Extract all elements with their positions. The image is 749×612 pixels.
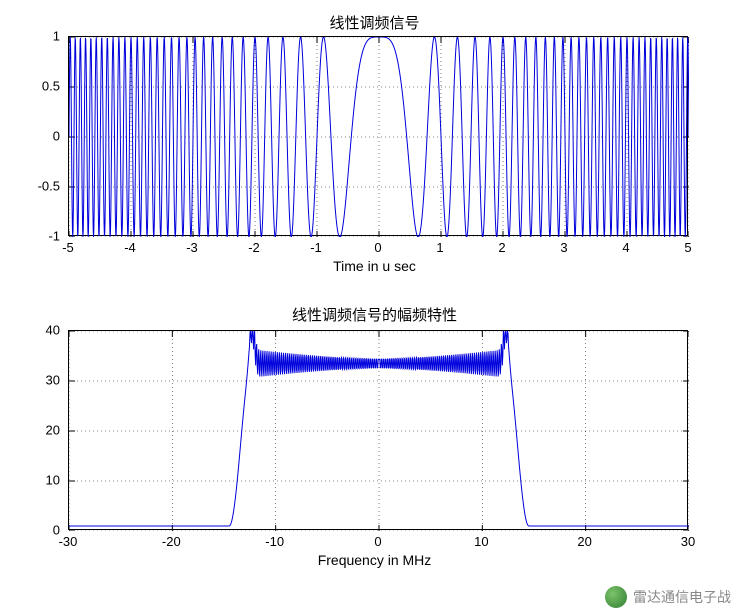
xtick-label: 20 [577, 534, 591, 549]
xtick-label: -10 [265, 534, 284, 549]
xtick-label: 0 [374, 534, 381, 549]
ytick-label: -0.5 [24, 179, 60, 194]
xtick-label: 4 [622, 240, 629, 255]
xtick-label: 10 [474, 534, 488, 549]
chart2-svg [69, 331, 689, 531]
chart1-title: 线性调频信号 [0, 12, 749, 33]
ytick-label: -1 [24, 229, 60, 244]
xtick-label: 3 [560, 240, 567, 255]
watermark: 雷达通信电子战 [605, 586, 731, 608]
xtick-label: -2 [248, 240, 260, 255]
ytick-label: 0 [24, 523, 60, 538]
ytick-label: 0 [24, 129, 60, 144]
xtick-label: -3 [186, 240, 198, 255]
ytick-label: 20 [24, 423, 60, 438]
figure: 线性调频信号 -5-4-3-2-1012345 -1-0.500.51 Time… [0, 0, 749, 612]
xtick-label: 2 [498, 240, 505, 255]
chart1-svg [69, 37, 689, 237]
ytick-label: 40 [24, 323, 60, 338]
xtick-label: -30 [59, 534, 78, 549]
xtick-label: 30 [681, 534, 695, 549]
ytick-label: 10 [24, 473, 60, 488]
xtick-label: -20 [162, 534, 181, 549]
ytick-label: 30 [24, 373, 60, 388]
watermark-icon [605, 586, 627, 608]
xtick-label: 0 [374, 240, 381, 255]
chart2-title: 线性调频信号的幅频特性 [0, 304, 749, 325]
xtick-label: -1 [310, 240, 322, 255]
data-line [69, 331, 689, 526]
chart1-axes [68, 36, 688, 236]
chart1-xlabel: Time in u sec [0, 258, 749, 274]
xtick-label: -4 [124, 240, 136, 255]
xtick-label: 5 [684, 240, 691, 255]
ytick-label: 0.5 [24, 79, 60, 94]
xtick-label: -5 [62, 240, 74, 255]
chart2-xlabel: Frequency in MHz [0, 552, 749, 568]
chart2-axes [68, 330, 688, 530]
watermark-text: 雷达通信电子战 [633, 587, 731, 607]
ytick-label: 1 [24, 29, 60, 44]
xtick-label: 1 [436, 240, 443, 255]
